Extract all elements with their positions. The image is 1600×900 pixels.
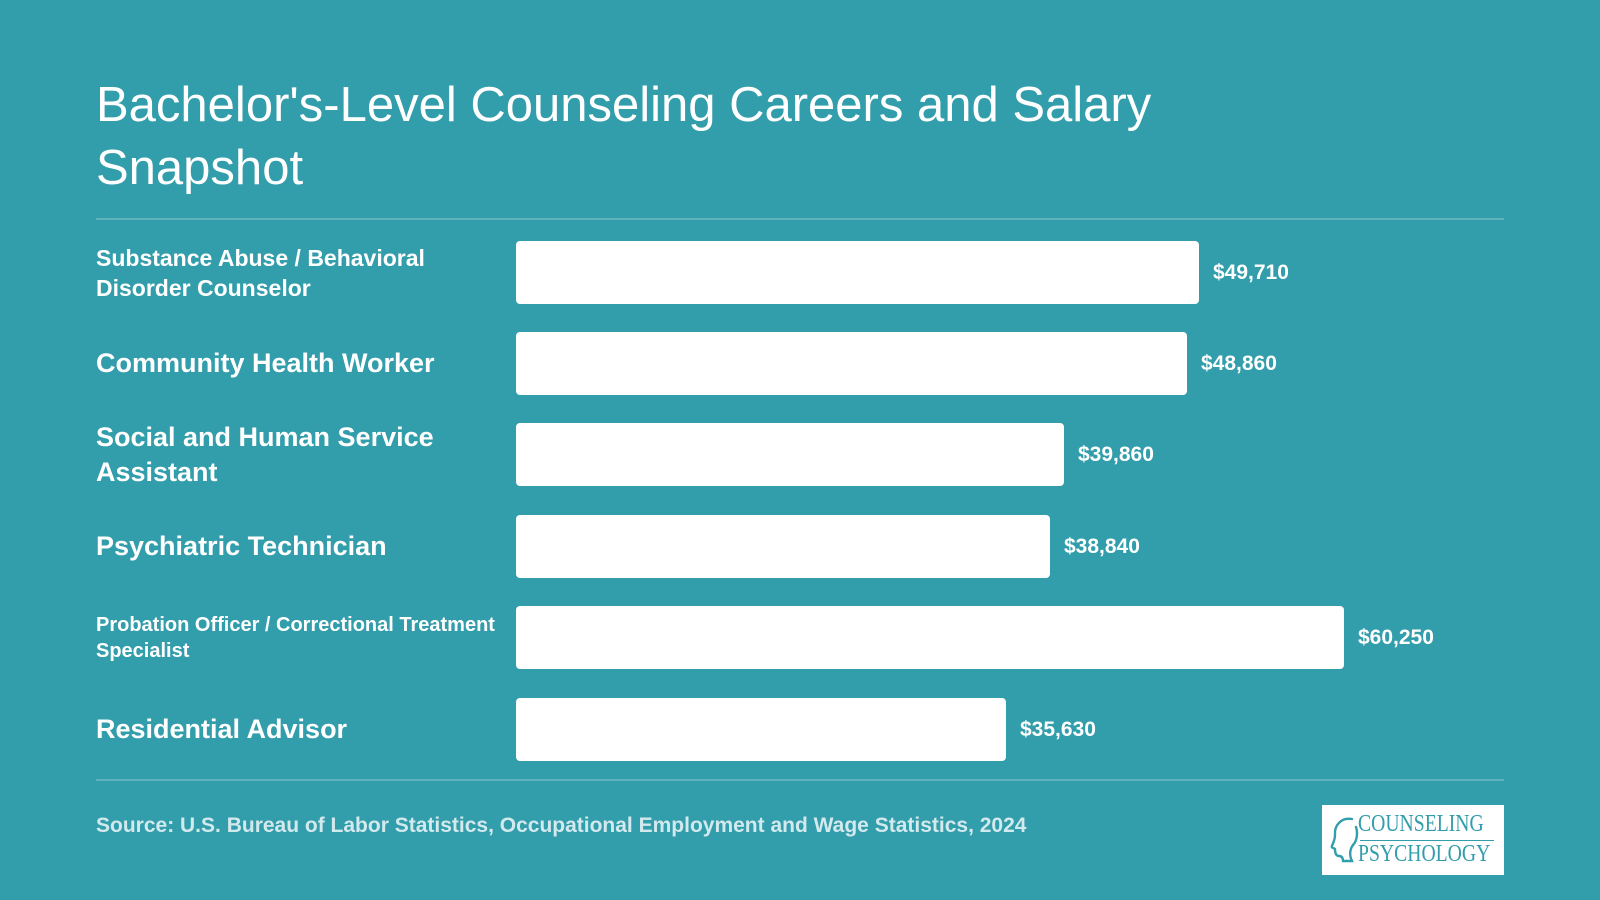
- head-profile-icon: [1330, 817, 1359, 863]
- bar-value-label: $39,860: [1078, 443, 1154, 466]
- category-label: Community Health Worker: [96, 348, 435, 378]
- logo-text-counseling: COUNSELING: [1358, 811, 1484, 837]
- top-divider: [96, 218, 1504, 220]
- counseling-psychology-logo: COUNSELING PSYCHOLOGY: [1322, 805, 1504, 875]
- category-label: Social and Human Service Assistant: [96, 421, 434, 487]
- logo-text-psychology: PSYCHOLOGY: [1358, 841, 1491, 867]
- bar-value-label: $60,250: [1358, 626, 1434, 649]
- category-label: Residential Advisor: [96, 714, 348, 744]
- category-label: Substance Abuse / Behavioral Disorder Co…: [96, 244, 425, 301]
- source-note: Source: U.S. Bureau of Labor Statistics,…: [96, 814, 1027, 837]
- salary-bar: [516, 606, 1344, 669]
- salary-bar: [516, 332, 1187, 395]
- bar-value-label: $49,710: [1213, 261, 1289, 284]
- bar-value-label: $48,860: [1201, 352, 1277, 375]
- chart-title: Bachelor's-Level Counseling Careers and …: [96, 78, 1152, 195]
- category-label: Probation Officer / Correctional Treatme…: [96, 613, 495, 662]
- salary-bar: [516, 698, 1006, 761]
- salary-bar: [516, 241, 1199, 304]
- salary-bar: [516, 515, 1050, 578]
- logo-divider: [1360, 840, 1494, 841]
- bar-value-label: $35,630: [1020, 718, 1096, 741]
- bar-value-label: $38,840: [1064, 535, 1140, 558]
- salary-bar: [516, 423, 1064, 486]
- category-label: Psychiatric Technician: [96, 531, 387, 561]
- bottom-divider: [96, 779, 1504, 781]
